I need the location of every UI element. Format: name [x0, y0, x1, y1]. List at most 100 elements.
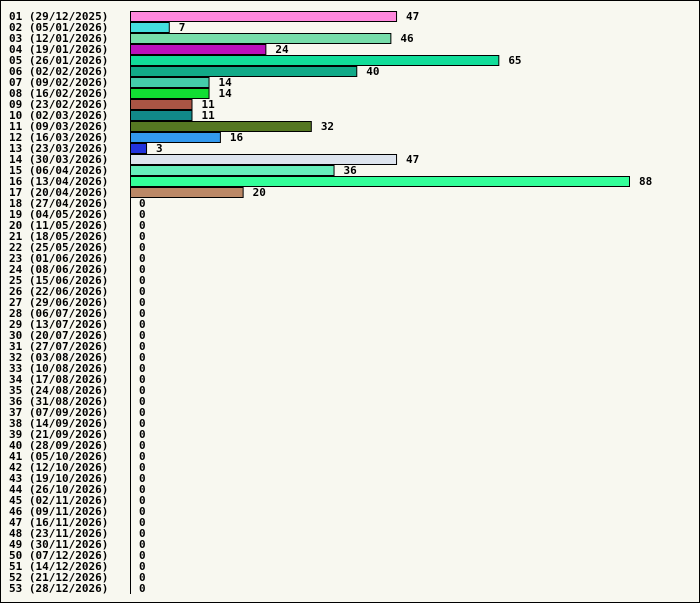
category-label: 09 (23/02/2026) [9, 98, 108, 111]
value-label: 0 [139, 285, 146, 298]
value-label: 0 [139, 351, 146, 364]
category-label: 16 (13/04/2026) [9, 175, 108, 188]
category-label: 48 (23/11/2026) [9, 527, 108, 540]
value-labels: 4774624654014141111321634736882000000000… [139, 10, 652, 595]
value-label: 0 [139, 516, 146, 529]
category-label: 03 (12/01/2026) [9, 32, 108, 45]
bar [130, 88, 210, 99]
value-label: 0 [139, 439, 146, 452]
category-label: 35 (24/08/2026) [9, 384, 108, 397]
value-label: 88 [639, 175, 652, 188]
value-label: 0 [139, 208, 146, 221]
bar [130, 121, 312, 132]
bar [130, 22, 170, 33]
bars [130, 11, 630, 198]
value-label: 0 [139, 219, 146, 232]
bar [130, 99, 193, 110]
category-label: 06 (02/02/2026) [9, 65, 108, 78]
value-label: 0 [139, 494, 146, 507]
value-label: 0 [139, 263, 146, 276]
bar [130, 33, 392, 44]
value-label: 0 [139, 538, 146, 551]
value-label: 0 [139, 472, 146, 485]
category-label: 14 (30/03/2026) [9, 153, 108, 166]
category-label: 19 (04/05/2026) [9, 208, 108, 221]
category-label: 07 (09/02/2026) [9, 76, 108, 89]
category-label: 43 (19/10/2026) [9, 472, 108, 485]
category-label: 08 (16/02/2026) [9, 87, 108, 100]
bar [130, 143, 148, 154]
value-label: 0 [139, 362, 146, 375]
value-label: 0 [139, 428, 146, 441]
bar [130, 66, 358, 77]
category-label: 50 (07/12/2026) [9, 549, 108, 562]
value-label: 0 [139, 307, 146, 320]
category-label: 18 (27/04/2026) [9, 197, 108, 210]
category-label: 37 (07/09/2026) [9, 406, 108, 419]
category-label: 40 (28/09/2026) [9, 439, 108, 452]
category-label: 47 (16/11/2026) [9, 516, 108, 529]
category-label: 45 (02/11/2026) [9, 494, 108, 507]
value-label: 0 [139, 571, 146, 584]
value-label: 0 [139, 549, 146, 562]
value-label: 24 [275, 43, 289, 56]
category-label: 30 (20/07/2026) [9, 329, 108, 342]
value-label: 0 [139, 197, 146, 210]
value-label: 0 [139, 230, 146, 243]
category-label: 42 (12/10/2026) [9, 461, 108, 474]
category-labels: 01 (29/12/2025)02 (05/01/2026)03 (12/01/… [9, 10, 108, 595]
category-label: 28 (06/07/2026) [9, 307, 108, 320]
value-label: 16 [230, 131, 244, 144]
category-label: 05 (26/01/2026) [9, 54, 108, 67]
category-label: 24 (08/06/2026) [9, 263, 108, 276]
category-label: 31 (27/07/2026) [9, 340, 108, 353]
value-label: 0 [139, 340, 146, 353]
category-label: 20 (11/05/2026) [9, 219, 108, 232]
category-label: 21 (18/05/2026) [9, 230, 108, 243]
category-label: 25 (15/06/2026) [9, 274, 108, 287]
value-label: 36 [344, 164, 358, 177]
category-label: 51 (14/12/2026) [9, 560, 108, 573]
category-label: 02 (05/01/2026) [9, 21, 108, 34]
value-label: 0 [139, 505, 146, 518]
category-label: 01 (29/12/2025) [9, 10, 108, 23]
bar [130, 132, 221, 143]
bar [130, 55, 500, 66]
value-label: 65 [508, 54, 521, 67]
category-label: 49 (30/11/2026) [9, 538, 108, 551]
category-label: 12 (16/03/2026) [9, 131, 108, 144]
category-label: 29 (13/07/2026) [9, 318, 108, 331]
category-label: 44 (26/10/2026) [9, 483, 108, 496]
value-label: 7 [179, 21, 186, 34]
category-label: 13 (23/03/2026) [9, 142, 108, 155]
category-label: 36 (31/08/2026) [9, 395, 108, 408]
value-label: 0 [139, 252, 146, 265]
bar [130, 110, 193, 121]
value-label: 0 [139, 373, 146, 386]
category-label: 11 (09/03/2026) [9, 120, 108, 133]
category-label: 15 (06/04/2026) [9, 164, 108, 177]
value-label: 0 [139, 296, 146, 309]
value-label: 0 [139, 241, 146, 254]
category-label: 22 (25/05/2026) [9, 241, 108, 254]
value-label: 20 [253, 186, 266, 199]
value-label: 0 [139, 406, 146, 419]
value-label: 0 [139, 483, 146, 496]
bar [130, 154, 398, 165]
value-label: 3 [156, 142, 163, 155]
value-label: 0 [139, 395, 146, 408]
value-label: 0 [139, 274, 146, 287]
value-label: 0 [139, 560, 146, 573]
bar [130, 165, 335, 176]
category-label: 52 (21/12/2026) [9, 571, 108, 584]
category-label: 38 (14/09/2026) [9, 417, 108, 430]
category-label: 39 (21/09/2026) [9, 428, 108, 441]
category-label: 04 (19/01/2026) [9, 43, 108, 56]
value-label: 0 [139, 318, 146, 331]
value-label: 32 [321, 120, 334, 133]
category-label: 23 (01/06/2026) [9, 252, 108, 265]
category-label: 10 (02/03/2026) [9, 109, 108, 122]
value-label: 14 [219, 76, 233, 89]
